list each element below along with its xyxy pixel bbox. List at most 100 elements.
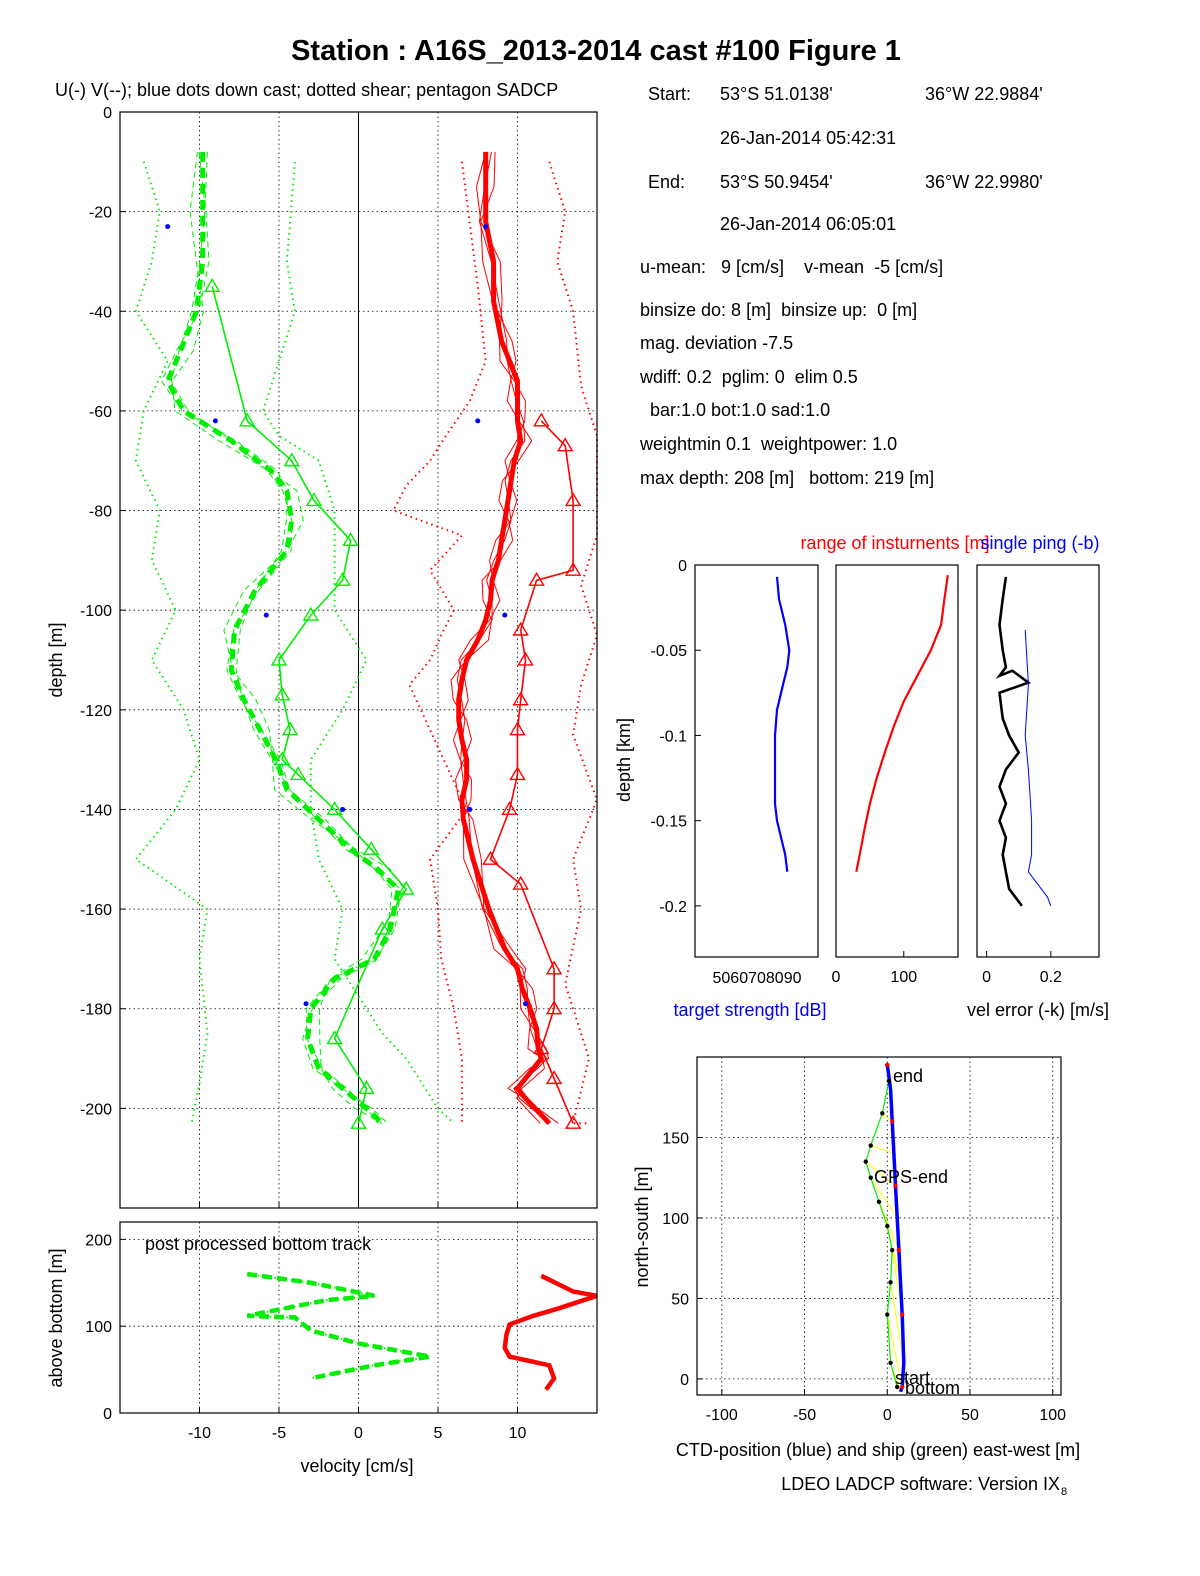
main-triangle-marker	[334, 571, 351, 586]
info-line: wdiff: 0.2 pglim: 0 elim 0.5	[639, 367, 858, 387]
pos-ship-fix	[868, 1143, 873, 1148]
range-frame	[835, 564, 959, 958]
main-triangle-marker	[564, 561, 582, 576]
main-ytick-label: -100	[80, 603, 112, 620]
pos-xtick-label: 100	[1039, 1407, 1066, 1424]
cast-info: Start: 53°S 51.0138' 36°W 22.9884' 26-Ja…	[639, 84, 1043, 488]
pos-ytick-label: 0	[680, 1372, 689, 1389]
vel-error-frame	[976, 564, 1100, 958]
downcast-dot	[263, 612, 269, 618]
main-triangle-marker	[326, 1030, 343, 1045]
pos-connector	[870, 1177, 898, 1219]
bt-xtick-label: 5	[434, 1425, 443, 1442]
bt-xtick-label: -10	[188, 1425, 211, 1442]
downcast-dot	[340, 806, 346, 812]
info-line: u-mean: 9 [cm/s] v-mean -5 [cm/s]	[640, 257, 943, 277]
vel-error-series	[995, 576, 1032, 907]
main-ytick-label: -180	[80, 1002, 112, 1019]
info-line: weightmin 0.1 weightpower: 1.0	[639, 434, 897, 454]
end-time: 26-Jan-2014 06:05:01	[720, 214, 896, 234]
pos-ship-fix	[890, 1247, 895, 1253]
pos-ship-fix	[880, 1111, 885, 1116]
main-series-U-shear-right	[548, 161, 599, 1125]
ts-ytick-label: -0.1	[659, 728, 687, 745]
end-label: End:	[648, 172, 685, 192]
start-time: 26-Jan-2014 05:42:31	[720, 128, 896, 148]
figure-title: Station : A16S_2013-2014 cast #100 Figur…	[291, 35, 901, 67]
downcast-dot	[483, 224, 489, 230]
downcast-dot	[165, 224, 171, 230]
range-chart: 0 100	[832, 564, 959, 986]
pos-ctd-fix	[896, 1247, 902, 1253]
target-strength-chart: 0 -0.05 -0.1 -0.15 -0.2	[651, 558, 819, 958]
main-ytick-label: -200	[80, 1101, 112, 1118]
pos-annotation-start: start	[895, 1368, 930, 1388]
pos-ytick-label: 50	[671, 1291, 689, 1308]
ts-frame	[694, 564, 819, 958]
ts-ytick-label: -0.2	[659, 899, 687, 916]
pos-xlabel: CTD-position (blue) and ship (green) eas…	[676, 1440, 1080, 1460]
main-ytick-label: -20	[89, 205, 112, 222]
main-triangle-marker	[564, 1114, 582, 1129]
pos-ytick-label: 150	[662, 1130, 689, 1147]
downcast-dot	[467, 806, 473, 812]
pos-ytick-label: 100	[662, 1211, 689, 1228]
main-triangle-marker	[545, 1000, 563, 1015]
main-u-ensemble	[450, 151, 545, 1124]
main-triangle-marker	[533, 412, 550, 427]
bt-annotation: post processed bottom track	[145, 1234, 372, 1254]
vel-error-xtick-label: 0.2	[1040, 969, 1062, 986]
pos-connector	[865, 1161, 896, 1187]
main-u-ensemble	[452, 151, 559, 1124]
main-series-U-shear-left	[392, 161, 487, 1124]
pos-ctd-fix	[899, 1312, 905, 1317]
pos-ship-fix	[885, 1312, 890, 1317]
info-line: mag. deviation -7.5	[640, 333, 793, 353]
main-triangle-marker	[509, 721, 526, 736]
vel-error-chart: 0 0.2	[976, 564, 1100, 986]
pos-xtick-label: 50	[961, 1407, 979, 1424]
main-series-V-shear-left	[134, 161, 209, 1124]
bt-xtick-label: -5	[272, 1425, 286, 1442]
main-triangle-marker	[556, 437, 574, 452]
pos-ship-fix	[886, 1078, 892, 1084]
end-lon: 36°W 22.9980'	[925, 172, 1043, 192]
start-lat: 53°S 51.0138'	[720, 84, 833, 104]
pos-connector	[870, 1145, 895, 1155]
ts-xtick-label: 5060708090	[713, 970, 802, 987]
downcast-dot	[212, 418, 218, 424]
pos-ship-fix	[888, 1280, 893, 1285]
end-lat: 53°S 50.9454'	[720, 172, 833, 192]
main-triangle-marker	[326, 801, 343, 816]
main-triangle-marker	[528, 571, 545, 586]
pos-ship-fix	[895, 1384, 900, 1390]
main-series-V-up	[211, 286, 408, 1124]
main-ytick-label: -140	[80, 802, 112, 819]
range-title: range of insturnents [m]	[800, 533, 989, 553]
info-line: max depth: 208 [m] bottom: 219 [m]	[640, 468, 934, 488]
pos-connector	[886, 1314, 903, 1388]
main-v-ensemble	[171, 151, 405, 1124]
main-series-V-shear-right	[262, 161, 455, 1125]
ts-ytick-label: -0.15	[651, 814, 688, 831]
main-triangle-marker	[203, 277, 221, 292]
pos-ctd-fix	[885, 1062, 890, 1068]
bt-xlabel: velocity [cm/s]	[300, 1456, 413, 1476]
main-triangle-marker	[342, 532, 359, 547]
vel-error-xlabel: vel error (-k) [m/s]	[967, 1000, 1109, 1020]
pos-ship-fix	[888, 1360, 893, 1366]
position-chart: -100 -50 0 50 100 0 50 100 150	[662, 1056, 1066, 1424]
ts-ytick-label: 0	[678, 558, 687, 575]
pos-annotation-gps-end: GPS-end	[874, 1167, 948, 1187]
range-series	[855, 575, 949, 873]
main-ytick-label: -160	[80, 902, 112, 919]
range-xtick-label: 0	[832, 969, 841, 986]
bt-series-V-bt	[246, 1271, 431, 1381]
vel-error-xtick-label: 0	[982, 969, 991, 986]
pos-ylabel: north-south [m]	[632, 1166, 652, 1287]
main-ytick-label: -40	[89, 304, 112, 321]
main-triangle-marker	[509, 766, 526, 781]
velocity-profile-chart: 0 -20 -40 -60 -80 -100 -120 -140 -160 -180 -200	[80, 105, 599, 1209]
